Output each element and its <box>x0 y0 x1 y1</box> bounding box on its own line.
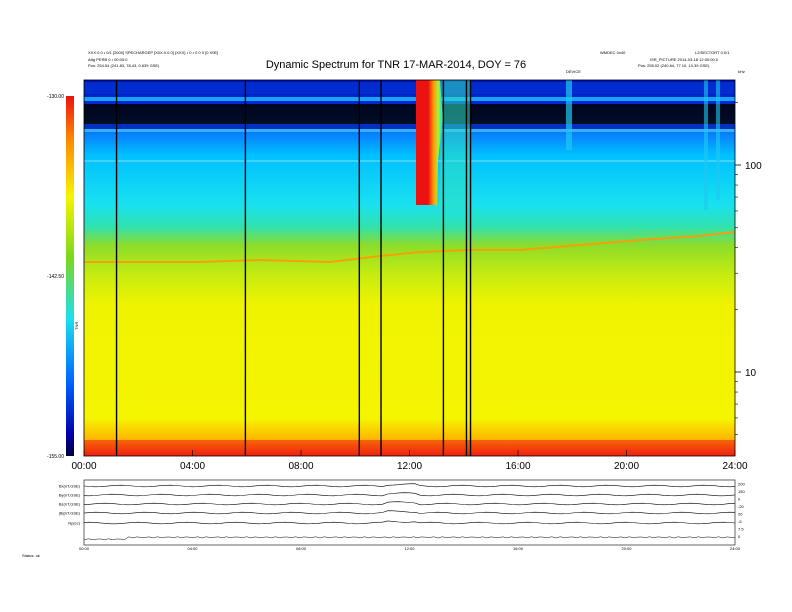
density-trace <box>83 536 735 541</box>
panels-frame <box>83 479 736 546</box>
event-marker-label: DEVICE <box>566 69 581 74</box>
panel-x-tick-label: 04:00 <box>187 546 198 551</box>
header-info-left-3: Pos: 254.54 (241.83, 78.43, 0.639 GSE) <box>88 63 160 68</box>
frequency-unit-label: kHz <box>738 69 745 74</box>
data-gap-lines <box>115 80 472 456</box>
panel-trace <box>83 483 736 488</box>
colorbar-unit-label: TNR <box>74 322 79 330</box>
header-info-right-pos: Pos: 255.02 (240.64, 77.10, 10.39 GSE) <box>638 63 710 68</box>
status-label: Status: ok <box>22 553 40 558</box>
x-tick-label: 08:00 <box>288 461 313 472</box>
panel-trace <box>83 510 736 515</box>
panel-x-tick-label: 20:00 <box>621 546 632 551</box>
spectrogram <box>83 79 736 457</box>
time-series-panels: Bx(nT,GSE) By(nT,GSE) Bz(nT,GSE) |B|(nT,GSE… <box>59 479 745 551</box>
panel-trace <box>83 520 736 525</box>
spectrogram-background <box>84 80 735 456</box>
panel-label: Np(cc) <box>68 521 80 526</box>
header-info-right-2: L2/SECTORT 0.0/1 <box>695 50 730 55</box>
header-info-left-1: XXX.0.0 • 0/1 [2000] SPECHARGEP [X0X.0.0… <box>88 50 219 55</box>
header-info-right-3: ISR_PICTURE 2014-03-18 12:00:00.0 <box>650 57 719 62</box>
chart-title: Dynamic Spectrum for TNR 17-MAR-2014, DO… <box>265 59 527 71</box>
panel-trace <box>83 501 736 506</box>
panel-label: By(nT,GSE) <box>59 493 81 498</box>
panel-label: Bz(nT,GSE) <box>59 502 81 507</box>
x-tick-label: 04:00 <box>180 461 205 472</box>
x-tick-label: 00:00 <box>71 461 96 472</box>
dark-band <box>84 104 735 124</box>
panel-x-tick-label: 00:00 <box>79 546 90 551</box>
drifting-feature <box>84 231 736 264</box>
panel-x-tick-label: 08:00 <box>296 546 307 551</box>
colorbar-tick-label: -142.50 <box>47 274 64 280</box>
panel-trace <box>83 492 736 497</box>
panel-right-tick: 7.5 <box>738 527 744 532</box>
panel-right-tick: 0 <box>738 534 741 539</box>
panel-right-tick: 200 <box>738 482 745 487</box>
radio-burst <box>416 80 443 205</box>
header-info-right-1: WMDEC 0x40 <box>600 50 626 55</box>
x-tick-label: 12:00 <box>397 461 422 472</box>
panel-right-tick: 0 <box>738 497 741 502</box>
panel-right-tick: -20 <box>738 504 745 509</box>
colorbar <box>66 96 74 456</box>
panel-label: Bx(nT,GSE) <box>59 484 81 489</box>
panel-right-tick: 20 <box>738 512 743 517</box>
panel-x-tick-label: 24:00 <box>730 546 741 551</box>
y-tick-label: 10 <box>745 368 757 379</box>
colorbar-tick-label: -155.00 <box>47 454 64 460</box>
y-tick-label: 100 <box>745 161 762 172</box>
x-tick-label: 24:00 <box>722 461 747 472</box>
panel-right-tick: -5 <box>738 519 742 524</box>
panel-x-tick-label: 16:00 <box>513 546 524 551</box>
panel-x-tick-label: 12:00 <box>404 546 415 551</box>
x-tick-label: 20:00 <box>614 461 639 472</box>
header-info-left-2: Attg PERB 0 • 00:00:0 <box>88 57 128 62</box>
panel-right-tick: 150 <box>738 489 745 494</box>
panel-label: |B|(nT,GSE) <box>59 511 81 516</box>
x-tick-label: 16:00 <box>505 461 530 472</box>
colorbar-tick-label: -130.00 <box>47 94 64 100</box>
